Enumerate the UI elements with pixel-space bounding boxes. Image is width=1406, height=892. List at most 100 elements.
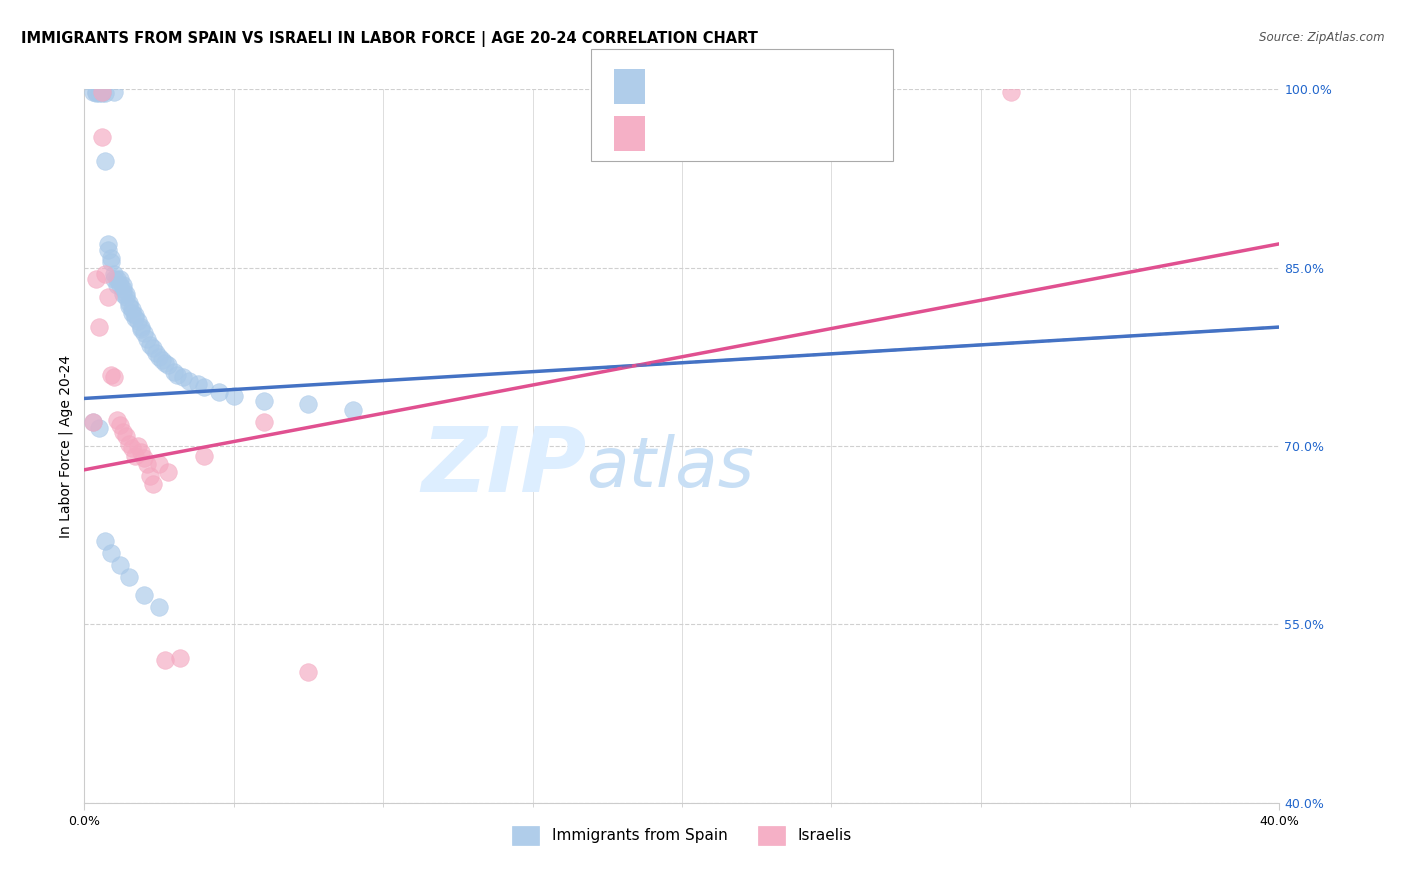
Point [89, 421, 111, 435]
Point [132, 450, 156, 465]
Text: atlas: atlas [586, 434, 754, 501]
Legend: Immigrants from Spain, Israelis: Immigrants from Spain, Israelis [505, 818, 859, 852]
Point [129, 320, 152, 334]
Text: 0.144: 0.144 [696, 78, 748, 95]
Point [193, 379, 215, 393]
Point [97, 290, 120, 304]
Point [103, 267, 125, 281]
Point [121, 442, 143, 456]
Point [124, 308, 146, 322]
Point [153, 653, 176, 667]
Point [91, 86, 114, 100]
Point [110, 278, 132, 293]
Point [86, 85, 108, 99]
Point [89, 320, 111, 334]
Point [110, 272, 132, 286]
Point [118, 570, 141, 584]
Text: R =: R = [657, 125, 693, 143]
Point [112, 286, 135, 301]
Text: 62: 62 [794, 78, 817, 95]
Point [89, 86, 111, 100]
Point [253, 393, 276, 408]
Point [110, 417, 132, 432]
Point [166, 368, 188, 382]
Point [105, 413, 128, 427]
Point [153, 356, 176, 370]
Point [121, 306, 143, 320]
Point [97, 236, 120, 251]
Point [148, 350, 170, 364]
Point [94, 153, 117, 168]
Point [342, 403, 364, 417]
Y-axis label: In Labor Force | Age 20-24: In Labor Force | Age 20-24 [59, 354, 73, 538]
Point [100, 546, 122, 560]
Point [136, 332, 159, 346]
Point [100, 251, 122, 265]
Point [148, 457, 170, 471]
Point [222, 389, 245, 403]
Point [94, 534, 117, 549]
Point [142, 477, 165, 491]
Point [100, 368, 122, 382]
Point [112, 425, 135, 439]
Point [177, 374, 200, 388]
Point [118, 296, 141, 310]
Point [127, 439, 149, 453]
Point [112, 278, 135, 293]
Point [139, 338, 162, 352]
Point [148, 599, 170, 614]
Text: N =: N = [748, 78, 796, 95]
Point [145, 346, 167, 360]
Point [103, 272, 125, 286]
Point [157, 465, 180, 479]
Point [94, 267, 117, 281]
Point [124, 310, 146, 325]
Point [103, 85, 125, 99]
Point [187, 377, 209, 392]
Text: N =: N = [748, 125, 796, 143]
Point [91, 85, 114, 99]
Point [297, 665, 319, 679]
Point [94, 86, 117, 100]
Point [82, 415, 104, 429]
Point [103, 370, 125, 384]
Point [124, 449, 146, 463]
Point [127, 314, 149, 328]
Point [169, 650, 191, 665]
Point [86, 272, 108, 286]
Point [142, 342, 165, 356]
Point [139, 468, 162, 483]
Point [129, 445, 152, 459]
Point [100, 254, 122, 268]
Point [86, 86, 108, 100]
Text: Source: ZipAtlas.com: Source: ZipAtlas.com [1260, 31, 1385, 45]
Point [157, 358, 180, 372]
Point [136, 457, 159, 471]
Point [132, 326, 156, 340]
Point [82, 85, 104, 99]
Text: IMMIGRANTS FROM SPAIN VS ISRAELI IN LABOR FORCE | AGE 20-24 CORRELATION CHART: IMMIGRANTS FROM SPAIN VS ISRAELI IN LABO… [21, 31, 758, 47]
Point [115, 429, 138, 443]
Point [115, 290, 138, 304]
Point [91, 85, 114, 99]
Point [172, 370, 194, 384]
Text: 0.476: 0.476 [696, 125, 748, 143]
Point [297, 397, 319, 411]
Point [82, 415, 104, 429]
Point [110, 558, 132, 572]
Point [105, 272, 128, 286]
Point [150, 353, 173, 368]
Text: R =: R = [657, 78, 693, 95]
Point [1000, 85, 1022, 99]
Text: ZIP: ZIP [420, 424, 586, 511]
Point [91, 85, 114, 99]
Point [97, 243, 120, 257]
Point [208, 385, 231, 400]
Point [253, 415, 276, 429]
Point [129, 322, 152, 336]
Point [91, 129, 114, 144]
Point [105, 278, 128, 293]
Point [118, 299, 141, 313]
Point [132, 588, 156, 602]
Point [193, 449, 215, 463]
